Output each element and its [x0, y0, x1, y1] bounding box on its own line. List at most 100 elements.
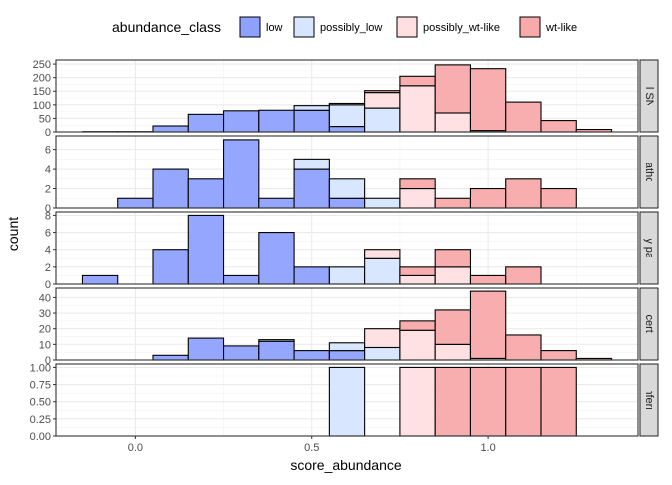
- bar-low: [294, 267, 329, 284]
- legend-label-low: low: [266, 22, 283, 34]
- bar-possibly_low: [294, 159, 329, 169]
- legend-label-possibly_wt-like: possibly_wt-like: [423, 22, 500, 34]
- legend-key-possibly_low: [294, 17, 314, 37]
- bar-low: [224, 111, 259, 132]
- bar-possibly_low: [329, 105, 364, 127]
- y-tick-label: 6: [45, 145, 51, 157]
- bar-low: [153, 126, 188, 132]
- bar-possibly_wt-like: [365, 250, 400, 259]
- bar-low: [329, 351, 364, 360]
- bar-wt-like: [400, 76, 435, 86]
- bar-possibly_low: [294, 106, 329, 111]
- bar-low: [224, 140, 259, 208]
- bar-possibly_wt-like: [400, 86, 435, 132]
- bar-low: [294, 110, 329, 132]
- bar-wt-like: [541, 189, 576, 208]
- bar-wt-like: [506, 335, 541, 360]
- y-tick-label: 0.00: [30, 431, 51, 443]
- bar-wt-like: [470, 69, 505, 131]
- bar-possibly_wt-like: [365, 93, 400, 108]
- y-tick-label: 100: [33, 100, 51, 112]
- y-tick-label: 2: [45, 262, 51, 274]
- bar-wt-like: [470, 189, 505, 208]
- bar-low: [188, 338, 223, 360]
- y-tick-label: 0: [45, 127, 51, 139]
- legend-title: abundance_class: [112, 19, 221, 35]
- bar-possibly_wt-like: [400, 367, 435, 436]
- bar-wt-like: [541, 367, 576, 436]
- y-tick-label: 50: [39, 113, 51, 125]
- bar-low: [329, 198, 364, 208]
- y-tick-label: 0.50: [30, 397, 51, 409]
- bar-possibly_low: [329, 367, 364, 436]
- y-tick-label: 4: [45, 245, 51, 257]
- y-tick-label: 250: [33, 59, 51, 71]
- legend-key-possibly_wt-like: [397, 17, 417, 37]
- bar-low: [188, 179, 223, 208]
- bar-wt-like: [400, 179, 435, 189]
- bar-wt-like: [470, 367, 505, 436]
- y-tick-label: 0.25: [30, 414, 51, 426]
- legend-label-wt-like: wt-like: [545, 22, 577, 34]
- bar-possibly_low: [365, 198, 400, 208]
- y-tick-label: 8: [45, 210, 51, 222]
- legend-key-low: [240, 17, 260, 37]
- x-axis-label: score_abundance: [290, 457, 402, 473]
- bar-wt-like: [435, 250, 470, 267]
- bar-low: [153, 355, 188, 360]
- bar-low: [259, 110, 294, 132]
- y-tick-label: 30: [39, 308, 51, 320]
- bar-wt-like: [541, 121, 576, 132]
- bar-low: [329, 127, 364, 132]
- bar-wt-like: [506, 367, 541, 436]
- bar-possibly_wt-like: [400, 330, 435, 360]
- bar-low: [153, 169, 188, 208]
- bar-possibly_wt-like: [435, 267, 470, 284]
- y-tick-label: 150: [33, 86, 51, 98]
- bar-low: [153, 250, 188, 284]
- bar-low: [294, 351, 329, 360]
- legend-label-possibly_low: possibly_low: [320, 22, 382, 34]
- legend: abundance_class low possibly_low possibly_…: [112, 17, 577, 37]
- y-tick-label: 40: [39, 292, 51, 304]
- bar-possibly_wt-like: [365, 329, 400, 348]
- bar-wt-like: [506, 179, 541, 208]
- bar-low: [224, 275, 259, 284]
- bar-wt-like: [435, 310, 470, 344]
- bar-wt-like: [506, 267, 541, 284]
- y-tick-label: 1.00: [30, 362, 51, 374]
- y-tick-label: 6: [45, 228, 51, 240]
- bar-possibly_low: [365, 108, 400, 132]
- bar-wt-like: [470, 275, 505, 284]
- x-tick-label: 0.0: [128, 442, 143, 454]
- y-tick-label: 0.75: [30, 380, 51, 392]
- y-tick-label: 0: [45, 279, 51, 291]
- y-axis-label: count: [5, 217, 21, 251]
- y-tick-label: 2: [45, 184, 51, 196]
- bar-possibly_low: [329, 343, 364, 351]
- bar-low: [188, 114, 223, 132]
- bar-low: [259, 341, 294, 360]
- bar-wt-like: [435, 65, 470, 113]
- bar-wt-like: [400, 321, 435, 330]
- bar-possibly_low: [329, 267, 364, 284]
- y-tick-label: 10: [39, 339, 51, 351]
- bar-low: [259, 198, 294, 208]
- bar-possibly_wt-like: [435, 113, 470, 132]
- bar-possibly_wt-like: [329, 103, 364, 104]
- bar-wt-like: [541, 351, 576, 360]
- bar-low: [82, 275, 117, 284]
- y-tick-label: 200: [33, 73, 51, 85]
- bar-possibly_wt-like: [435, 344, 470, 360]
- bar-wt-like: [435, 367, 470, 436]
- bar-low: [259, 233, 294, 284]
- bar-wt-like: [506, 102, 541, 132]
- bar-possibly_low: [365, 347, 400, 360]
